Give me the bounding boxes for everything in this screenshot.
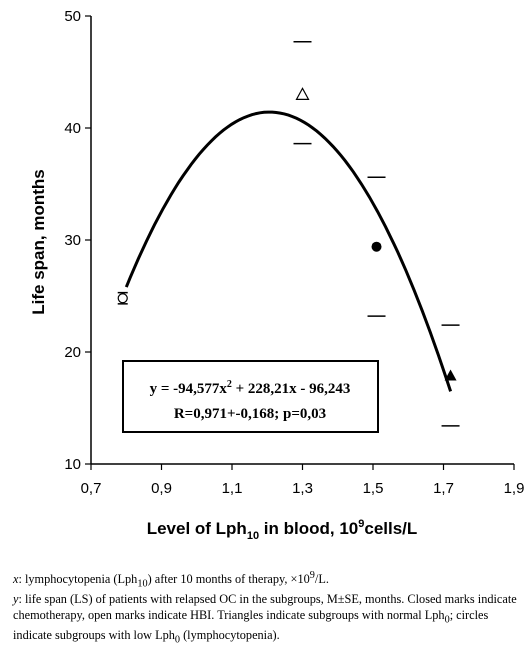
marker-open-circle xyxy=(117,293,128,304)
data-marks xyxy=(117,41,460,427)
equation-superscript: 2 xyxy=(227,379,232,390)
y-axis-title: Life span, months xyxy=(29,169,48,314)
chart: 10 20 30 40 50 0,7 0,9 1,1 1,3 1,5 1,7 1,9 y = -94,… xyxy=(29,8,524,542)
marker-open-triangle xyxy=(295,87,310,101)
caption-y-var: y xyxy=(13,592,19,607)
marker-filled-triangle xyxy=(444,369,457,381)
data-point xyxy=(441,324,460,427)
equation-box-frame xyxy=(122,360,379,433)
x-axis-title-main: Level of Lph xyxy=(147,519,247,538)
data-point xyxy=(117,291,128,305)
y-tick-label: 50 xyxy=(64,8,81,25)
caption-x-sub: 10 xyxy=(137,578,148,590)
data-point xyxy=(293,41,312,145)
caption-x-sup: 9 xyxy=(309,570,315,581)
marker-filled-circle xyxy=(371,241,382,252)
equation-part2: + 228,21x - 96,243 xyxy=(232,381,351,397)
x-tick-label: 0,7 xyxy=(81,480,102,497)
x-tick-label: 1,7 xyxy=(433,480,454,497)
caption-x-text-c: /L. xyxy=(314,572,329,587)
caption-line-y: y: life span (LS) of patients with relap… xyxy=(13,592,525,648)
x-axis-title-rest: in blood, 10 xyxy=(259,519,358,538)
equation-text: y = -94,577x2 + 228,21x - 96,243 xyxy=(150,379,351,397)
trendline-path xyxy=(124,110,453,392)
data-point xyxy=(367,176,386,317)
x-tick-label: 1,1 xyxy=(222,480,243,497)
y-tick-label: 20 xyxy=(64,344,81,361)
x-axis-title-tail: cells/L xyxy=(364,519,417,538)
caption-marks-text-b: ; circles indicate subgroups with low Lp… xyxy=(13,607,489,642)
y-tick-label: 10 xyxy=(64,456,81,473)
y-tick-label: 40 xyxy=(64,120,81,137)
x-tick-label: 0,9 xyxy=(151,480,172,497)
equation-box: y = -94,577x2 + 228,21x - 96,243 R=0,971… xyxy=(122,360,379,433)
figure-caption: x: lymphocytopenia (Lph10) after 10 mont… xyxy=(13,568,525,648)
stats-text: R=0,971+-0,168; p=0,03 xyxy=(174,406,326,422)
caption-marks-text-c: (lymphocytopenia). xyxy=(180,627,280,642)
axes: 10 20 30 40 50 0,7 0,9 1,1 1,3 1,5 1,7 1,9 xyxy=(64,8,524,497)
x-axis-title: Level of Lph10 in blood, 109cells/L xyxy=(147,518,418,542)
y-tick-label: 30 xyxy=(64,232,81,249)
equation-part1: y = -94,577x xyxy=(150,381,228,397)
x-tick-label: 1,9 xyxy=(504,480,525,497)
x-tick-label: 1,5 xyxy=(363,480,384,497)
caption-x-var: x xyxy=(13,572,19,587)
x-axis-title-sub: 10 xyxy=(247,530,259,542)
trendline xyxy=(124,110,453,392)
caption-y-text: : life span (LS) of patients with relaps… xyxy=(18,592,405,607)
caption-marks-sub-2: 0 xyxy=(174,634,181,646)
caption-marks-sub: 0 xyxy=(444,614,450,626)
caption-line-x: x: lymphocytopenia (Lph10) after 10 mont… xyxy=(13,568,525,592)
x-tick-label: 1,3 xyxy=(292,480,313,497)
caption-x-text-a: : lymphocytopenia (Lph xyxy=(18,572,138,587)
x-axis-title-sup: 9 xyxy=(358,518,364,530)
caption-marks-text-a: Closed marks indicate chemotherapy, open… xyxy=(13,592,517,622)
caption-x-text-b: ) after 10 months of therapy, ×10 xyxy=(147,572,310,587)
